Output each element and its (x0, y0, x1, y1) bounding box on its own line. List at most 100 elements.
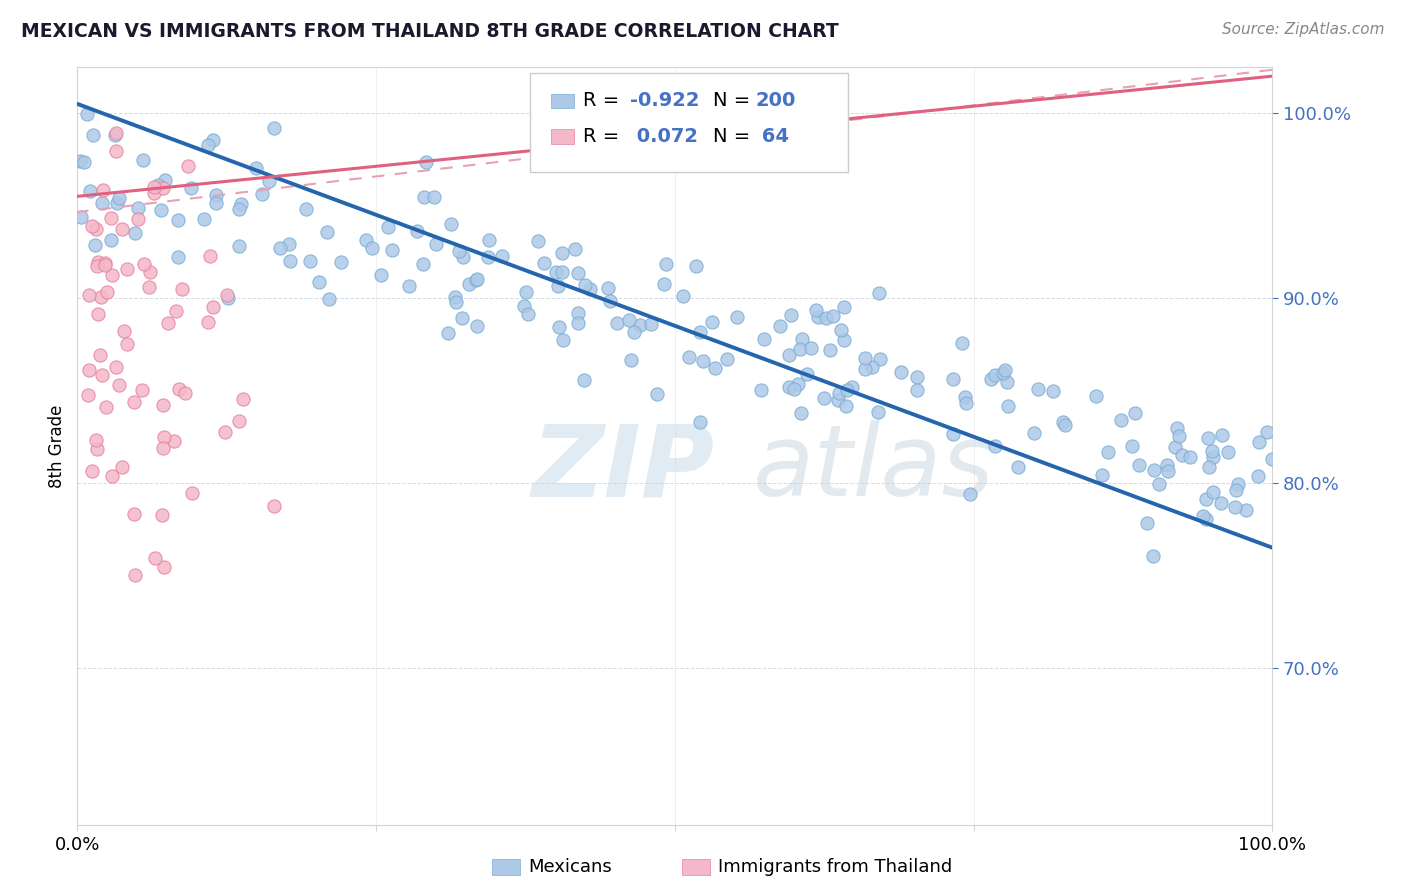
Point (90, 368, 112, 382)
Point (217, 288, 239, 302)
Point (1157, 464, 1180, 478)
Point (574, 278, 596, 293)
Point (231, 196, 253, 211)
Point (533, 255, 555, 269)
Point (69, 154, 91, 169)
Point (959, 487, 981, 501)
Point (950, 336, 973, 351)
Point (205, 195, 228, 210)
Point (640, 318, 662, 332)
Point (526, 234, 548, 248)
Point (630, 318, 652, 333)
Point (77, 363, 100, 377)
Point (413, 189, 436, 203)
Point (830, 323, 852, 337)
Point (193, 212, 215, 227)
Point (1042, 384, 1064, 398)
Point (567, 266, 589, 280)
Point (869, 352, 891, 367)
Text: -0.922: -0.922 (630, 91, 699, 111)
Point (547, 279, 569, 293)
Point (1256, 425, 1278, 440)
Point (546, 265, 568, 279)
Text: 0.0%: 0.0% (55, 837, 100, 855)
Point (1195, 491, 1218, 506)
Point (139, 265, 162, 279)
Point (457, 277, 479, 292)
Point (868, 285, 890, 300)
Point (551, 246, 574, 260)
Point (214, 425, 236, 439)
Point (578, 282, 600, 296)
Point (789, 342, 811, 356)
Point (73, 154, 96, 169)
Point (692, 354, 714, 368)
Point (467, 272, 489, 286)
Point (599, 293, 621, 308)
Point (1143, 463, 1166, 477)
Point (381, 243, 404, 257)
Point (152, 399, 174, 413)
Point (105, 360, 128, 375)
Point (1178, 450, 1201, 465)
Point (101, 268, 124, 282)
Point (79, 287, 101, 301)
Point (623, 325, 645, 339)
Point (1197, 431, 1219, 445)
Point (689, 415, 711, 429)
Point (1171, 448, 1194, 462)
Point (165, 303, 187, 318)
Point (652, 277, 675, 291)
Point (1026, 382, 1049, 396)
Point (1156, 458, 1178, 472)
Point (405, 223, 427, 237)
Point (425, 237, 447, 252)
Point (201, 300, 224, 314)
Text: ZIP: ZIP (531, 420, 714, 517)
Text: R =: R = (583, 91, 626, 111)
Point (198, 249, 221, 263)
Point (150, 508, 173, 522)
Point (100, 233, 122, 247)
Point (80, 219, 103, 233)
Point (787, 377, 810, 392)
Point (232, 392, 254, 406)
Point (104, 145, 127, 159)
Point (606, 316, 628, 330)
Point (103, 128, 125, 142)
Point (197, 137, 219, 152)
Point (515, 285, 537, 300)
Point (1007, 460, 1029, 475)
Point (124, 226, 146, 240)
Point (567, 306, 589, 320)
Point (111, 460, 134, 475)
Point (1149, 476, 1171, 491)
Point (655, 257, 678, 271)
Point (398, 278, 420, 293)
Point (907, 383, 929, 397)
Point (451, 250, 474, 264)
Point (76, 387, 98, 401)
Point (1091, 468, 1114, 483)
Point (444, 295, 467, 310)
Point (780, 308, 803, 322)
Point (91, 183, 114, 197)
Point (855, 362, 877, 376)
Point (90, 290, 112, 304)
Point (1198, 460, 1220, 475)
Text: R =: R = (583, 127, 626, 146)
Point (89, 348, 111, 362)
Point (124, 568, 146, 582)
Point (91, 195, 114, 210)
Point (263, 120, 285, 135)
Point (278, 254, 301, 268)
Point (832, 301, 855, 315)
Point (298, 253, 321, 268)
Point (127, 201, 149, 215)
Point (96, 285, 118, 300)
Point (790, 332, 813, 346)
Point (841, 380, 863, 394)
Point (308, 276, 330, 290)
Point (513, 299, 536, 313)
Point (127, 211, 149, 226)
